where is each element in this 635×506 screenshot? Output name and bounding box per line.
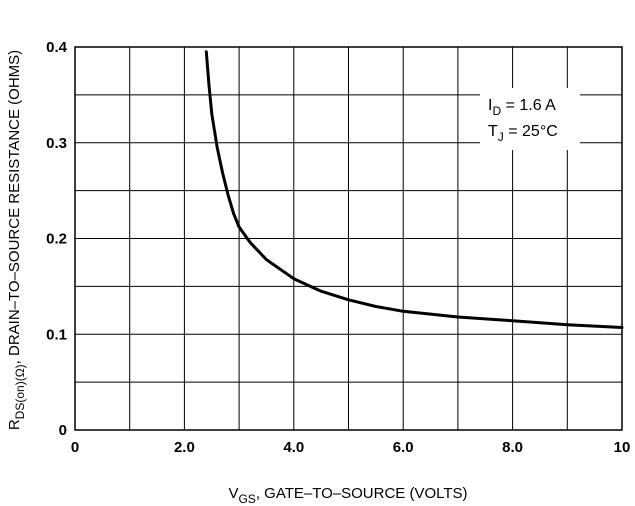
x-tick-label: 6.0 [393,439,414,456]
x-tick-label: 4.0 [283,439,304,456]
y-tick-label: 0.1 [46,326,67,343]
y-axis-title-main: R [6,419,23,430]
x-tick-label: 8.0 [502,439,523,456]
grid [75,47,622,430]
x-axis-title: VGS, GATE–TO–SOURCE (VOLTS) [228,485,467,506]
x-tick-label: 10 [614,439,631,456]
y-tick-label: 0.2 [46,231,67,248]
data-series-line [204,50,624,329]
y-axis-title-sub: DS(on)(Ω) [13,364,27,419]
annotation-box: ID = 1.6 A TJ = 25°C [480,88,580,150]
annotation-background [480,88,580,150]
y-tick-label: 0 [59,422,67,439]
annotation-line: TJ = 25°C [488,123,558,144]
annotation-line: ID = 1.6 A [488,97,556,118]
x-axis-title-rest: , GATE–TO–SOURCE (VOLTS) [256,485,468,502]
x-tick-label: 0 [71,439,79,456]
y-axis-title-rest: , DRAIN–TO–SOURCE RESISTANCE (OHMS) [6,50,23,365]
tick-labels: 0 2.0 4.0 6.0 8.0 10 0 0.1 0.2 0.3 0.4 [46,39,630,456]
y-tick-label: 0.3 [46,135,67,152]
x-tick-label: 2.0 [174,439,195,456]
y-axis-title: RDS(on)(Ω), DRAIN–TO–SOURCE RESISTANCE (… [6,50,27,430]
plot-frame [74,46,623,431]
y-tick-label: 0.4 [46,39,68,56]
x-axis-title-main: V [228,485,238,502]
x-axis-title-sub: GS [238,492,255,506]
